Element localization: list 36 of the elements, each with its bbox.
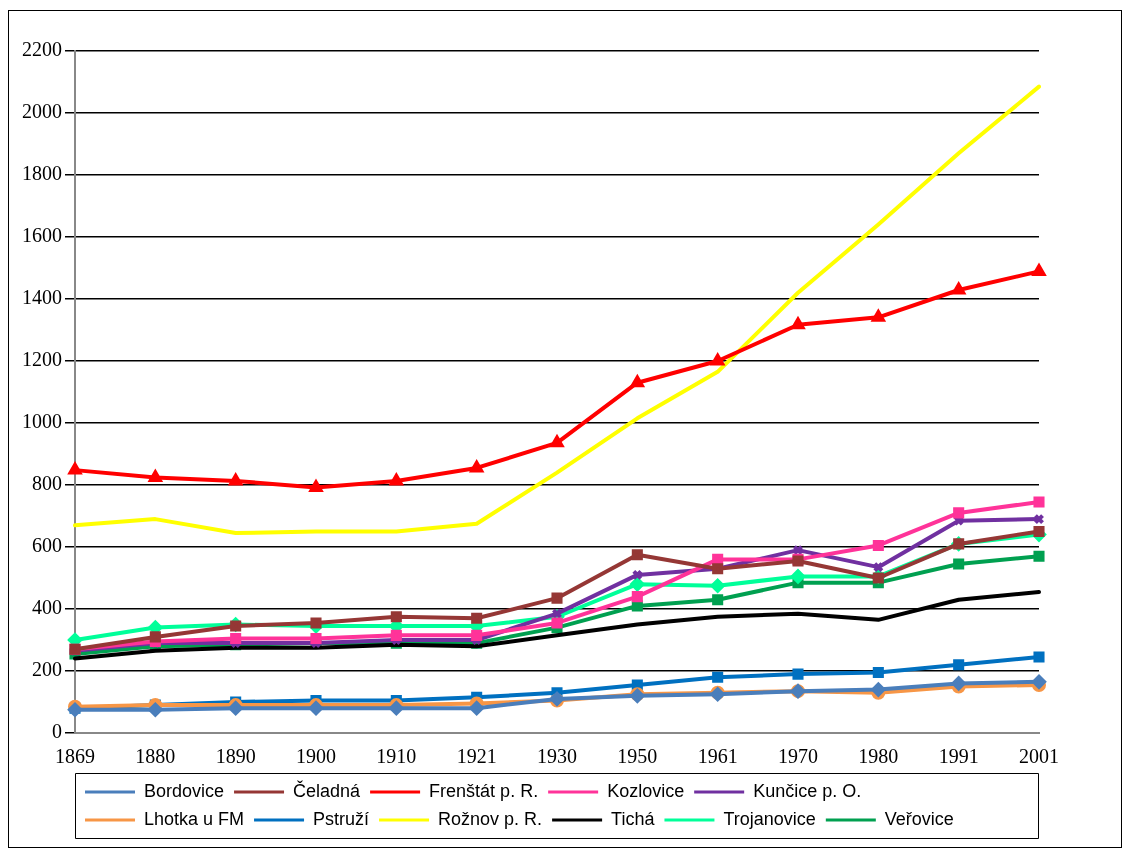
y-tick-label: 1400 bbox=[22, 286, 62, 309]
y-tick-label: 2200 bbox=[22, 38, 62, 61]
x-tick-label: 1930 bbox=[537, 745, 577, 768]
x-tick-label: 1921 bbox=[456, 745, 497, 768]
y-tick-label: 400 bbox=[32, 596, 62, 619]
x-tick-label: 1950 bbox=[617, 745, 658, 768]
x-tick-label: 1991 bbox=[938, 745, 979, 768]
x-tick-label: 1980 bbox=[858, 745, 899, 768]
legend-label: Pstruží bbox=[313, 808, 370, 829]
legend-label: Kunčice p. O. bbox=[753, 780, 862, 801]
y-tick-label: 800 bbox=[32, 472, 62, 495]
y-tick-label: 200 bbox=[32, 658, 62, 681]
y-tick-label: 600 bbox=[32, 534, 62, 557]
x-tick-label: 1900 bbox=[296, 745, 336, 768]
legend-label: Trojanovice bbox=[723, 808, 816, 829]
x-tick-label: 1890 bbox=[215, 745, 256, 768]
y-tick-label: 1600 bbox=[22, 224, 62, 247]
legend-label: Rožnov p. R. bbox=[438, 808, 543, 829]
y-tick-label: 1200 bbox=[22, 348, 62, 371]
legend-label: Čeladná bbox=[293, 779, 362, 801]
x-tick-label: 1880 bbox=[135, 745, 176, 768]
legend-label: Frenštát p. R. bbox=[429, 780, 539, 801]
y-tick-label: 0 bbox=[52, 720, 62, 743]
x-tick-label: 1970 bbox=[778, 745, 818, 768]
x-tick-label: 2001 bbox=[1019, 745, 1059, 768]
legend-label: Veřovice bbox=[884, 808, 954, 829]
y-tick-label: 1800 bbox=[22, 162, 62, 185]
legend-label: Tichá bbox=[611, 808, 656, 829]
legend-label: Kozlovice bbox=[607, 780, 685, 801]
x-tick-label: 1961 bbox=[697, 745, 738, 768]
legend-label: Bordovice bbox=[144, 780, 225, 801]
x-tick-label: 1910 bbox=[376, 745, 417, 768]
y-tick-label: 1000 bbox=[22, 410, 62, 433]
y-tick-label: 2000 bbox=[22, 100, 62, 123]
x-tick-label: 1869 bbox=[55, 745, 95, 768]
legend-label: Lhotka u FM bbox=[144, 808, 245, 829]
